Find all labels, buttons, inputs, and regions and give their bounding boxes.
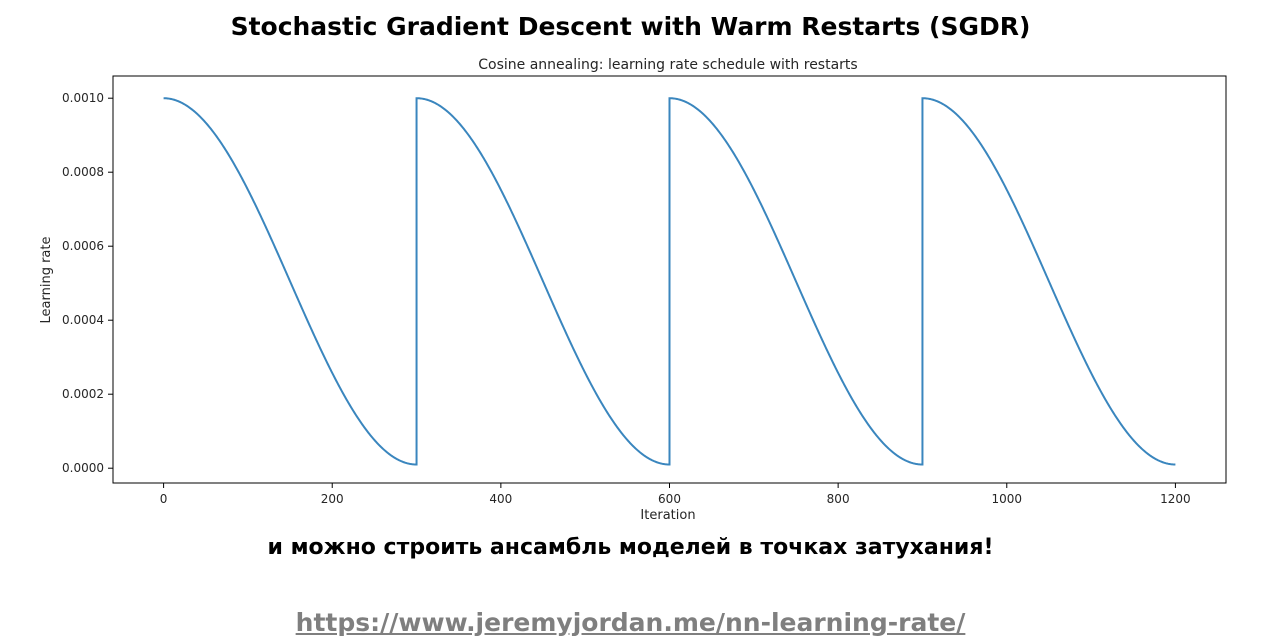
- y-tick-label: 0.0008: [62, 165, 104, 179]
- y-tick-label: 0.0010: [62, 91, 104, 105]
- y-tick-label: 0.0006: [62, 239, 104, 253]
- learning-rate-line: [163, 97, 1176, 466]
- x-tick-label: 0: [160, 492, 168, 506]
- x-tick-label: 800: [827, 492, 850, 506]
- source-link-text[interactable]: https://www.jeremyjordan.me/nn-learning-…: [295, 608, 966, 637]
- x-axis: 0 200 400 600 800 1000 1200: [160, 483, 1191, 506]
- y-tick-label: 0.0004: [62, 313, 104, 327]
- x-tick-label: 400: [489, 492, 512, 506]
- y-axis-label: Learning rate: [39, 237, 54, 324]
- x-tick-label: 1200: [1160, 492, 1191, 506]
- y-tick-label: 0.0000: [62, 461, 104, 475]
- y-axis: 0.0000 0.0002 0.0004 0.0006 0.0008 0.0010: [62, 91, 113, 475]
- x-tick-label: 600: [658, 492, 681, 506]
- chart-title: Cosine annealing: learning rate schedule…: [478, 57, 857, 73]
- y-tick-label: 0.0002: [62, 387, 104, 401]
- source-link[interactable]: https://www.jeremyjordan.me/nn-learning-…: [0, 608, 1261, 637]
- x-axis-label: Iteration: [640, 508, 695, 523]
- x-tick-label: 1000: [991, 492, 1022, 506]
- slide-title: Stochastic Gradient Descent with Warm Re…: [230, 12, 1031, 41]
- x-tick-label: 200: [321, 492, 344, 506]
- caption: и можно строить ансамбль моделей в точка…: [267, 535, 994, 560]
